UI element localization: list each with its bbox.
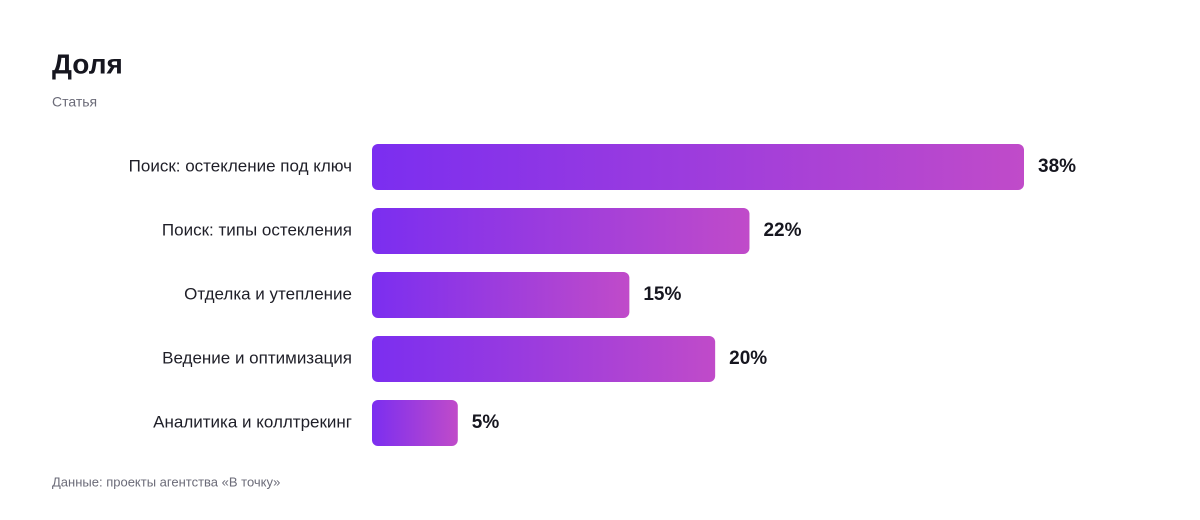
bar (372, 144, 1024, 190)
category-label: Ведение и оптимизация (162, 348, 352, 367)
bar (372, 272, 630, 318)
bar (372, 400, 458, 446)
chart-title: Доля (52, 48, 123, 79)
category-label: Аналитика и коллтрекинг (153, 412, 352, 431)
category-label: Поиск: типы остекления (162, 220, 352, 239)
category-label: Поиск: остекление под ключ (129, 156, 352, 175)
value-label: 38% (1038, 156, 1076, 177)
value-label: 20% (729, 348, 767, 369)
bar (372, 208, 750, 254)
source-note: Данные: проекты агентства «В точку» (52, 474, 280, 489)
category-label: Отделка и утепление (184, 284, 352, 303)
value-label: 5% (472, 412, 500, 433)
value-label: 15% (643, 284, 681, 305)
bar (372, 336, 716, 382)
chart-subtitle: Статья (52, 94, 97, 110)
value-label: 22% (763, 220, 801, 241)
